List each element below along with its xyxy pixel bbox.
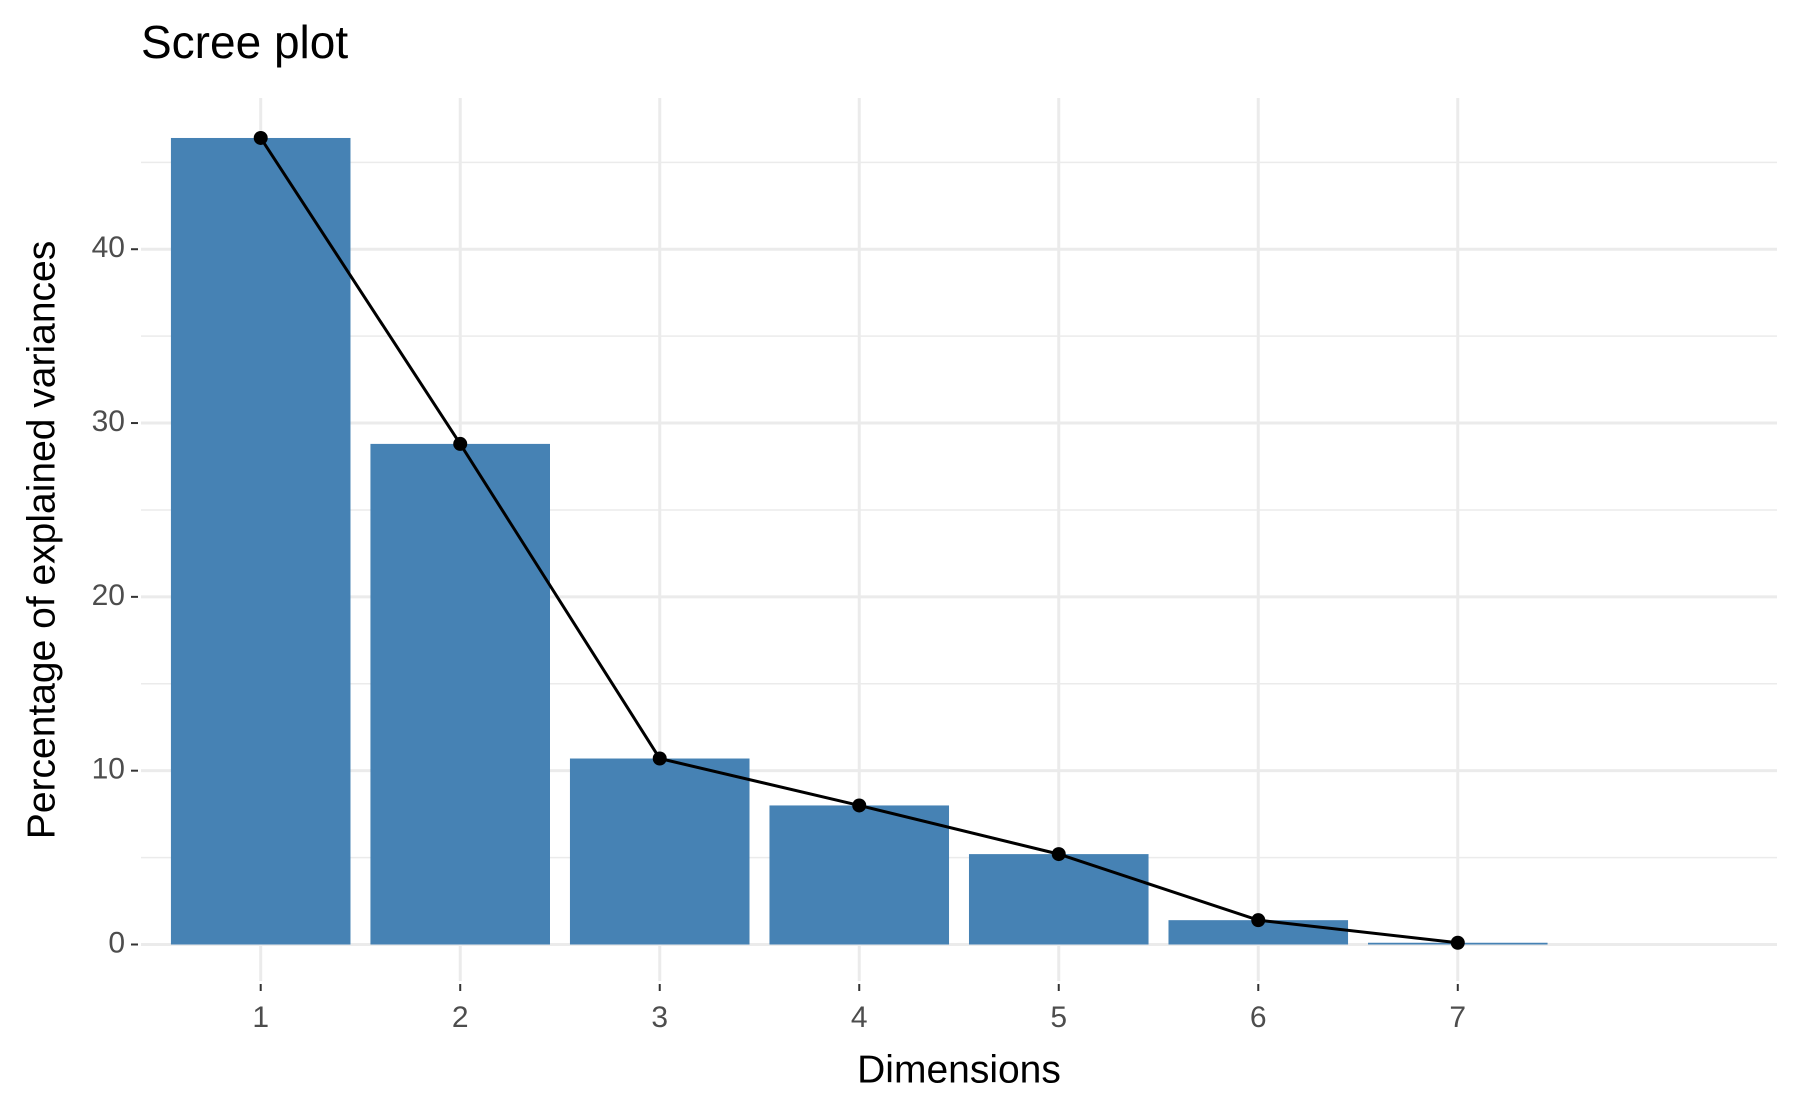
point	[1051, 847, 1066, 862]
x-tick-label: 4	[851, 1001, 868, 1034]
bar	[769, 805, 950, 945]
x-tick-label: 5	[1050, 1001, 1067, 1034]
point	[852, 798, 867, 813]
y-tick-label: 10	[92, 753, 125, 786]
bar	[370, 443, 550, 945]
bar	[968, 854, 1149, 945]
y-tick-label: 40	[92, 231, 125, 264]
x-axis-title: Dimensions	[857, 1048, 1061, 1091]
x-tick-label: 2	[452, 1001, 469, 1034]
point	[1450, 935, 1465, 950]
bar	[170, 137, 351, 945]
y-axis-title: Percentage of explained variances	[20, 241, 63, 839]
point	[652, 751, 667, 766]
x-tick-label: 3	[651, 1001, 668, 1034]
x-tick-label: 6	[1250, 1001, 1267, 1034]
bar	[569, 758, 750, 945]
x-tick-label: 7	[1449, 1001, 1466, 1034]
point	[253, 130, 268, 145]
chart-title: Scree plot	[141, 16, 348, 68]
y-tick-label: 20	[92, 579, 125, 612]
point	[453, 436, 468, 451]
x-tick-label: 1	[252, 1001, 269, 1034]
y-tick-label: 30	[92, 405, 125, 438]
point	[1251, 913, 1266, 928]
y-tick-label: 0	[108, 926, 125, 959]
